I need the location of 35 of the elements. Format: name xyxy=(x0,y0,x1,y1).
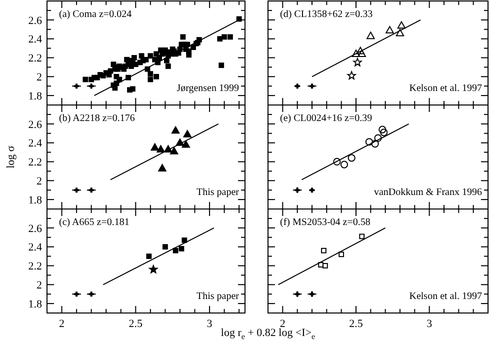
annotation: This paper xyxy=(196,187,240,198)
text: (a) Coma z=0.024 xyxy=(59,9,132,20)
text: (b) A2218 z=0.176 xyxy=(59,113,135,124)
y-tick-label: 1.8 xyxy=(28,298,42,310)
y-tick-label: 2 xyxy=(36,175,42,188)
annotation: Kelson et al. 1997 xyxy=(409,83,482,94)
y-tick-label: 2.4 xyxy=(28,34,42,46)
annotation: Kelson et al. 1997 xyxy=(409,291,482,302)
annotation: This paper xyxy=(196,291,240,302)
y-tick-label: 2.2 xyxy=(28,156,42,169)
y-tick-label: 1.8 xyxy=(28,90,42,102)
y-tick-label: 2.4 xyxy=(28,242,42,254)
text: (c) A665 z=0.181 xyxy=(59,217,130,228)
annotation: vanDokkum & Franx 1996 xyxy=(374,187,482,198)
text: (e) CL0024+16 z=0.39 xyxy=(280,113,372,124)
x-tick-label: 3 xyxy=(206,318,213,330)
y-axis-title: log σ xyxy=(5,146,17,168)
y-tick-label: 2.6 xyxy=(28,14,42,27)
x-tick-label: 3 xyxy=(426,318,433,330)
x-tick-label: 2.5 xyxy=(349,318,364,330)
y-tick-label: 2 xyxy=(36,71,42,84)
x-tick-label: 2 xyxy=(59,318,65,330)
text: (d) CL1358+62 z=0.33 xyxy=(280,9,373,20)
y-tick-label: 2.2 xyxy=(28,260,42,273)
x-tick-label: 2.5 xyxy=(128,318,144,330)
y-tick-label: 2.6 xyxy=(28,222,42,235)
y-tick-label: 2 xyxy=(36,279,42,292)
y-tick-label: 1.8 xyxy=(28,194,42,206)
y-tick-label: 2.4 xyxy=(28,138,42,150)
x-tick-label: 2 xyxy=(280,318,286,330)
y-tick-label: 2.6 xyxy=(28,118,42,131)
y-tick-label: 2.2 xyxy=(28,52,42,65)
x-axis-title: log r$_{e}$ + 0.82 log <I>$_{e}$ xyxy=(220,327,316,341)
text: (f) MS2053-04 z=0.58 xyxy=(280,217,370,228)
annotation: Jørgensen 1999 xyxy=(176,83,239,94)
